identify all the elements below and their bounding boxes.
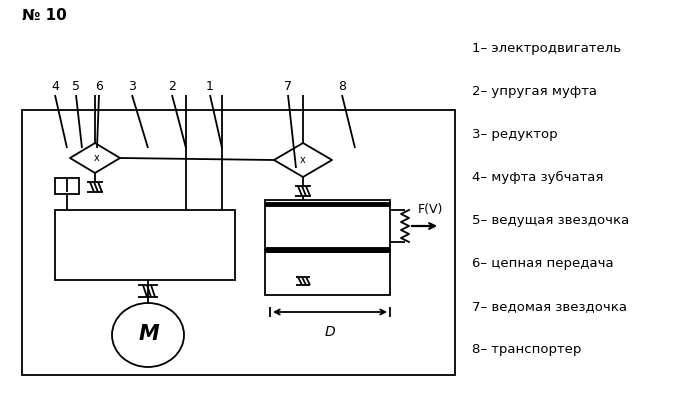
Bar xyxy=(55,178,79,194)
Text: 8– транспортер: 8– транспортер xyxy=(472,343,581,356)
Bar xyxy=(55,210,235,280)
Text: M: M xyxy=(139,324,159,344)
Bar xyxy=(22,110,455,375)
Text: 4– муфта зубчатая: 4– муфта зубчатая xyxy=(472,171,604,184)
Text: 6– цепная передача: 6– цепная передача xyxy=(472,257,613,270)
Text: D: D xyxy=(325,325,335,339)
Text: 7: 7 xyxy=(284,80,292,93)
Text: 3– редуктор: 3– редуктор xyxy=(472,128,558,141)
Bar xyxy=(265,200,390,252)
Text: 5: 5 xyxy=(72,80,80,93)
Text: 6: 6 xyxy=(95,80,103,93)
Text: F(V): F(V) xyxy=(418,203,444,216)
Text: 8: 8 xyxy=(338,80,346,93)
Text: 5– ведущая звездочка: 5– ведущая звездочка xyxy=(472,214,629,227)
Text: x: x xyxy=(300,155,306,165)
Text: 4: 4 xyxy=(51,80,59,93)
Text: 7– ведомая звездочка: 7– ведомая звездочка xyxy=(472,300,627,313)
Text: 2: 2 xyxy=(168,80,176,93)
Text: № 10: № 10 xyxy=(22,8,67,23)
Ellipse shape xyxy=(112,303,184,367)
Text: 3: 3 xyxy=(128,80,136,93)
Text: x: x xyxy=(94,153,100,163)
Text: 1– электродвигатель: 1– электродвигатель xyxy=(472,42,621,55)
Bar xyxy=(265,252,390,295)
Text: 1: 1 xyxy=(206,80,214,93)
Text: 2– упругая муфта: 2– упругая муфта xyxy=(472,85,597,98)
